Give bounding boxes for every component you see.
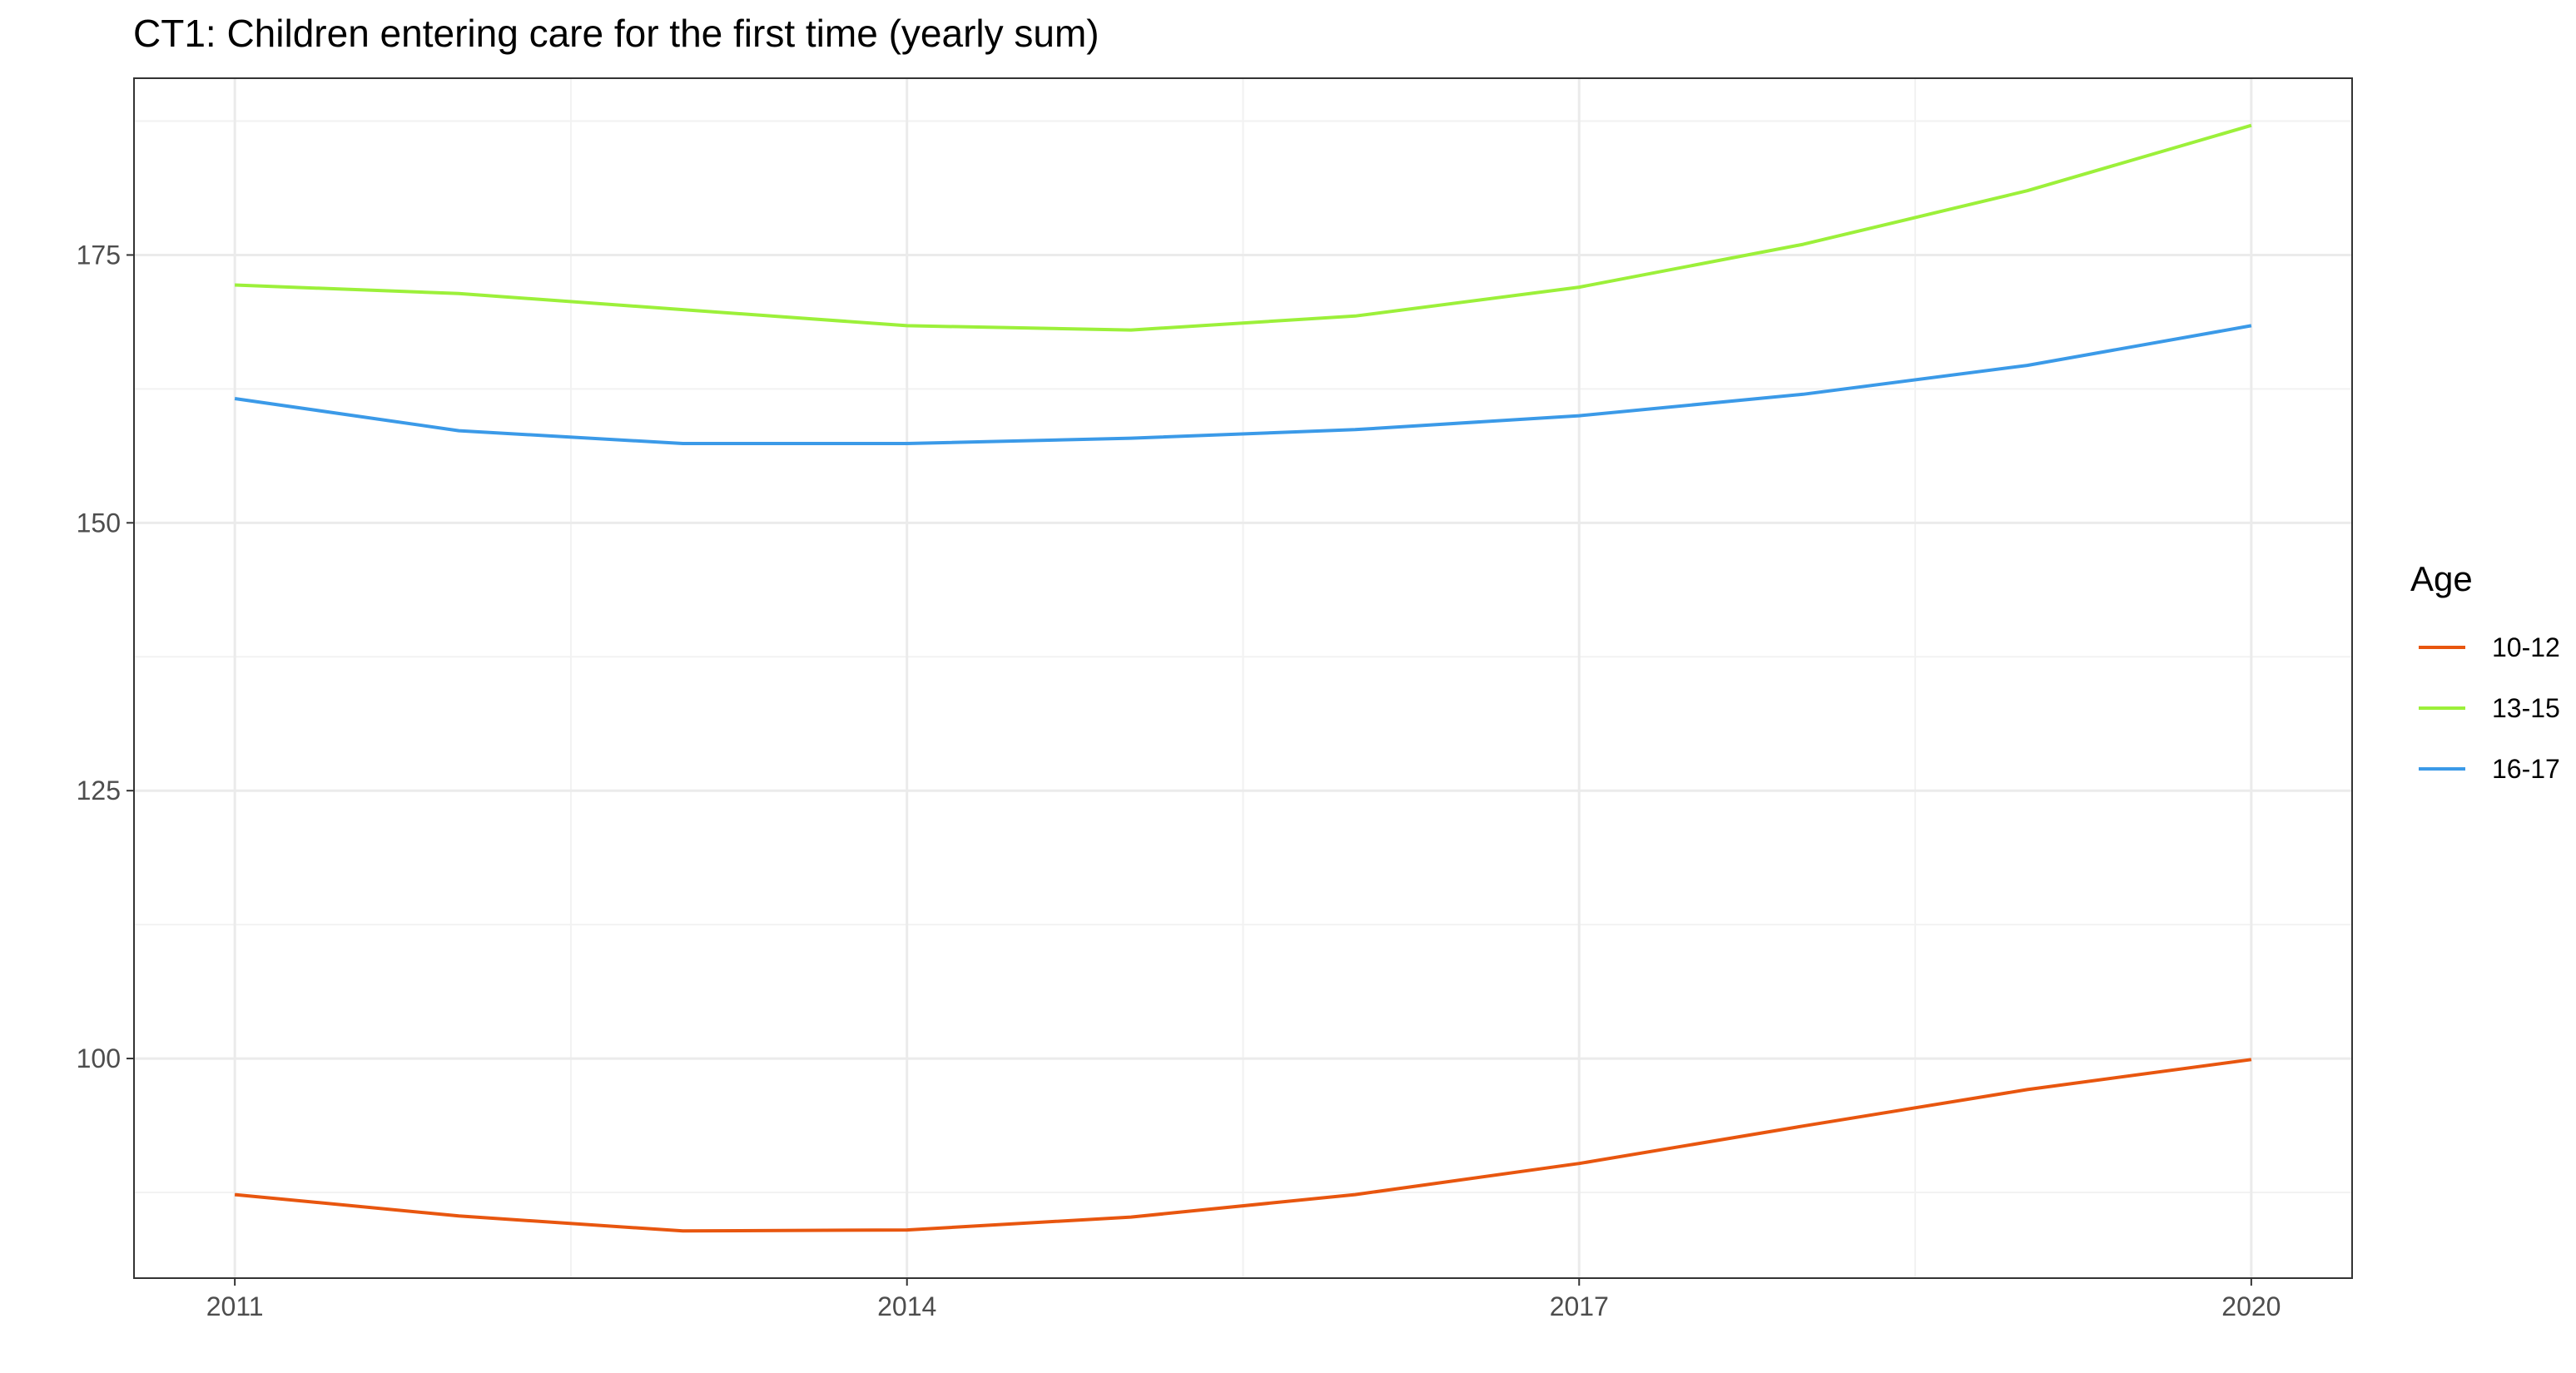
y-tick-label: 125 [77, 776, 121, 805]
chart-title: CT1: Children entering care for the firs… [133, 12, 1099, 55]
y-tick-label: 175 [77, 240, 121, 270]
series-line-10-12 [234, 1058, 2252, 1233]
series-line-16-17 [234, 324, 2252, 445]
x-tick-label: 2017 [1550, 1291, 1609, 1321]
legend: Age 10-12 13-15 16-17 [2410, 559, 2560, 784]
series-lines [234, 123, 2252, 1233]
y-tick-label: 100 [77, 1043, 121, 1073]
y-tick-label: 150 [77, 508, 121, 538]
x-tick-label: 2020 [2221, 1291, 2281, 1321]
plot-panel [133, 77, 2353, 1279]
legend-label-10-12: 10-12 [2492, 632, 2560, 662]
legend-title: Age [2410, 559, 2473, 598]
legend-label-16-17: 16-17 [2492, 754, 2560, 784]
series-line-13-15 [235, 123, 2252, 332]
x-tick-label: 2014 [877, 1291, 936, 1321]
axes: 100 125 150 175 2011 2014 2017 2020 [77, 240, 2281, 1321]
legend-label-13-15: 13-15 [2492, 693, 2560, 723]
grid [134, 78, 2352, 1278]
x-tick-label: 2011 [206, 1291, 264, 1321]
